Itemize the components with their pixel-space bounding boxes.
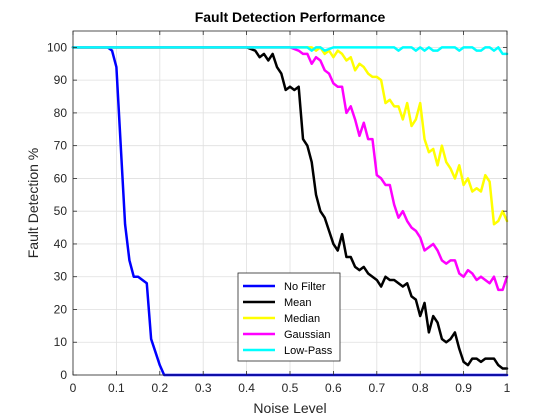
x-tick-label: 0 bbox=[70, 381, 77, 395]
x-axis-label: Noise Level bbox=[253, 400, 326, 416]
x-tick-label: 0.1 bbox=[108, 381, 125, 395]
y-tick-label: 70 bbox=[54, 139, 68, 153]
series-line-low-pass bbox=[71, 46, 509, 56]
x-tick-label: 0.5 bbox=[282, 381, 299, 395]
legend-label-mean: Mean bbox=[284, 297, 312, 309]
x-tick-label: 1 bbox=[504, 381, 511, 395]
y-tick-label: 0 bbox=[60, 368, 67, 382]
series-layer bbox=[71, 46, 509, 377]
x-tick-label: 0.2 bbox=[151, 381, 168, 395]
tick-labels: 0 0.1 0.2 0.3 0.4 0.5 0.6 0.7 0.8 0.9 101020304050… bbox=[47, 40, 511, 395]
legend-label-low-pass: Low-Pass bbox=[284, 345, 333, 357]
y-tick-label: 10 bbox=[54, 335, 68, 349]
x-tick-label: 0.7 bbox=[368, 381, 385, 395]
x-tick-label: 0.9 bbox=[455, 381, 472, 395]
y-tick-label: 30 bbox=[54, 270, 68, 284]
series-line-mean bbox=[71, 46, 509, 370]
y-tick-label: 20 bbox=[54, 302, 68, 316]
legend: No Filter Mean Median Gaussian Low-Pass bbox=[237, 272, 341, 362]
series-line-median bbox=[71, 46, 509, 226]
y-tick-label: 80 bbox=[54, 106, 68, 120]
x-tick-label: 0.4 bbox=[238, 381, 255, 395]
x-tick-label: 0.8 bbox=[412, 381, 429, 395]
legend-label-median: Median bbox=[284, 313, 320, 325]
y-tick-label: 50 bbox=[54, 204, 68, 218]
x-tick-label: 0.6 bbox=[325, 381, 342, 395]
legend-label-no-filter: No Filter bbox=[284, 281, 326, 293]
y-tick-label: 100 bbox=[47, 40, 67, 54]
x-tick-label: 0.3 bbox=[195, 381, 212, 395]
legend-label-gaussian: Gaussian bbox=[284, 329, 330, 341]
y-tick-label: 60 bbox=[54, 171, 68, 185]
y-axis-label: Fault Detection % bbox=[25, 148, 41, 259]
series-line-gaussian bbox=[71, 46, 509, 292]
y-tick-label: 40 bbox=[54, 237, 68, 251]
chart-title: Fault Detection Performance bbox=[195, 9, 386, 25]
ticks bbox=[72, 31, 508, 376]
y-tick-label: 90 bbox=[54, 73, 68, 87]
